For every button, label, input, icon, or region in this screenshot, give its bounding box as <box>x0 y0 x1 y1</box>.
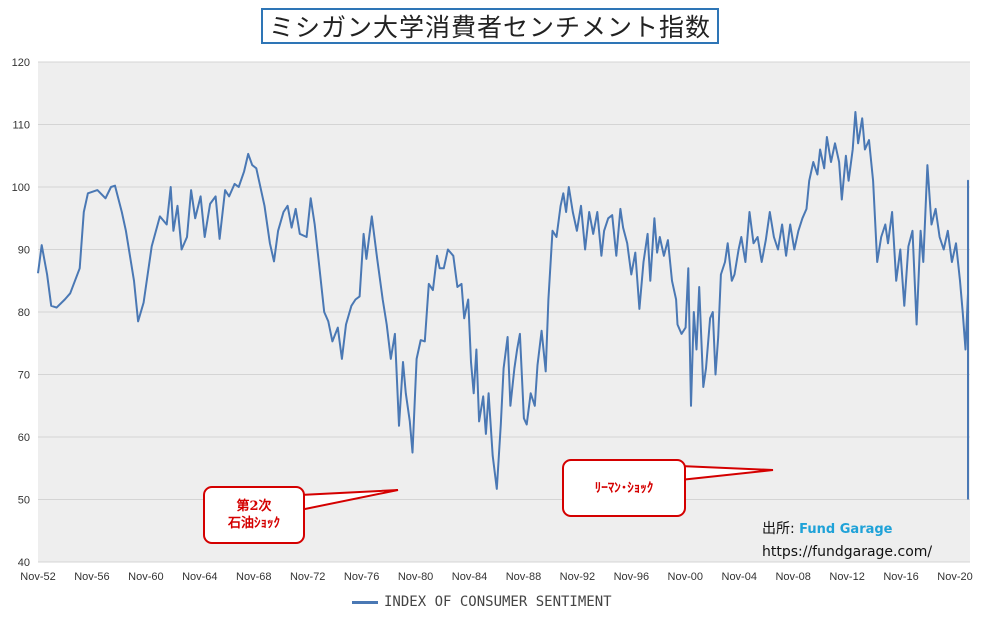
y-tick-label: 100 <box>12 182 30 194</box>
x-tick-label: Nov-76 <box>344 571 379 583</box>
lehman-shock-callout-text: ﾘｰﾏﾝ･ｼｮｯｸ <box>594 480 654 496</box>
grid-lines <box>38 61 970 563</box>
y-tick-label: 120 <box>12 57 30 69</box>
source-credit: 出所: Fund Garage https://fundgarage.com/ <box>762 518 962 563</box>
y-tick-label: 110 <box>12 120 30 132</box>
x-axis-ticks: Nov-52 Nov-56 Nov-60 Nov-64 Nov-68 Nov-72 Nov-… <box>20 571 972 583</box>
y-tick-label: 90 <box>18 245 30 257</box>
x-tick-label: Nov-00 <box>668 571 703 583</box>
legend-swatch <box>352 600 378 604</box>
x-tick-label: Nov-16 <box>883 571 918 583</box>
x-tick-label: Nov-84 <box>452 571 487 583</box>
x-tick-label: Nov-88 <box>506 571 541 583</box>
oil-shock-callout-line-2: 石油ｼｮｯｸ <box>227 516 280 531</box>
legend-label: INDEX OF CONSUMER SENTIMENT <box>384 594 612 610</box>
x-tick-label: Nov-60 <box>128 571 163 583</box>
oil-shock-callout-line-1: 第2次 <box>236 499 272 514</box>
y-axis-ticks: 40 50 60 70 80 90 100 110 120 <box>12 57 30 569</box>
source-url: https://fundgarage.com/ <box>762 544 933 560</box>
x-tick-label: Nov-08 <box>775 571 810 583</box>
x-tick-label: Nov-20 <box>937 571 972 583</box>
series-line-consumer-sentiment <box>37 111 969 500</box>
x-tick-label: Nov-92 <box>560 571 595 583</box>
source-label: 出所: <box>762 521 800 537</box>
x-tick-label: Nov-68 <box>236 571 271 583</box>
x-tick-label: Nov-04 <box>722 571 757 583</box>
y-tick-label: 50 <box>18 495 30 507</box>
source-brand: Fund Garage <box>799 522 893 537</box>
y-tick-label: 70 <box>18 370 30 382</box>
oil-shock-callout: 第2次 石油ｼｮｯｸ <box>203 486 305 544</box>
legend: INDEX OF CONSUMER SENTIMENT <box>352 594 612 610</box>
y-tick-label: 40 <box>18 557 30 569</box>
y-tick-label: 80 <box>18 307 30 319</box>
x-tick-label: Nov-64 <box>182 571 217 583</box>
x-tick-label: Nov-96 <box>614 571 649 583</box>
y-tick-label: 60 <box>18 432 30 444</box>
lehman-shock-callout: ﾘｰﾏﾝ･ｼｮｯｸ <box>562 459 686 517</box>
x-tick-label: Nov-12 <box>829 571 864 583</box>
x-tick-label: Nov-80 <box>398 571 433 583</box>
chart-title: ミシガン大学消費者センチメント指数 <box>261 8 719 44</box>
x-tick-label: Nov-56 <box>74 571 109 583</box>
x-tick-label: Nov-72 <box>290 571 325 583</box>
x-tick-label: Nov-52 <box>20 571 55 583</box>
